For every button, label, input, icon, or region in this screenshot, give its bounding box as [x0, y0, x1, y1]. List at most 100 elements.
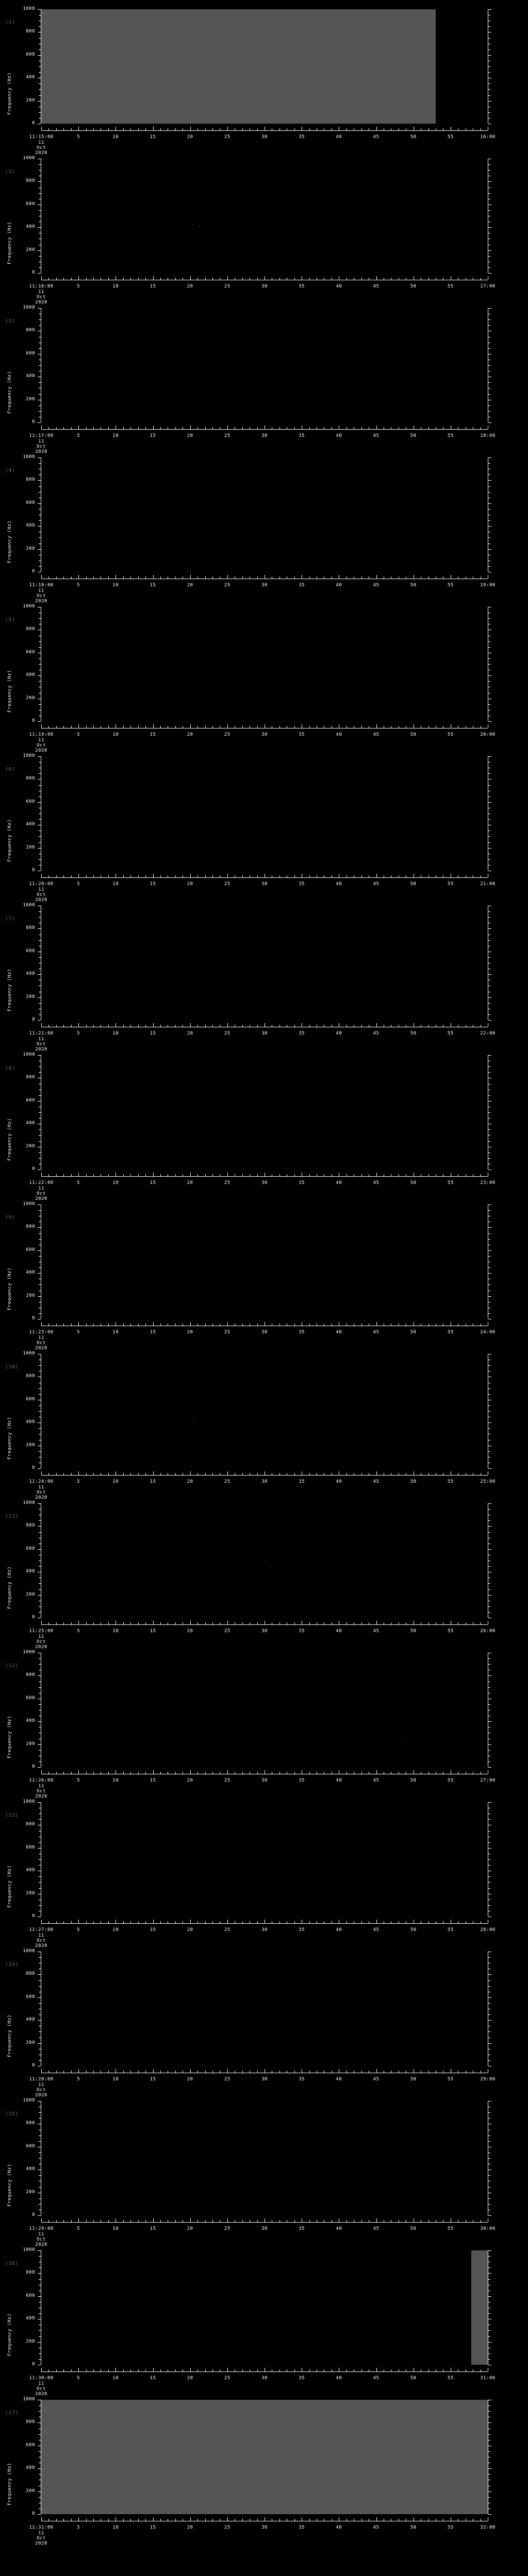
x-axis-tick	[212, 2071, 213, 2073]
y-axis-tick	[488, 1997, 491, 1998]
y-axis-tick	[39, 1066, 41, 1067]
x-axis-tick-label: 35	[299, 1629, 305, 1634]
x-axis-tick	[346, 2220, 347, 2222]
x-axis-tick-label: 40	[336, 583, 342, 588]
x-axis-tick	[294, 1921, 295, 1923]
y-axis-tick	[488, 1451, 490, 1452]
y-axis-title: Frequency (Hz)	[7, 371, 12, 414]
x-axis-tick	[145, 2071, 146, 2073]
x-axis-tick-label: 40	[336, 1778, 342, 1783]
x-axis-tick	[93, 128, 94, 130]
y-axis-tick	[38, 1744, 41, 1745]
y-axis-tick-label: 600	[26, 2293, 35, 2298]
y-axis-tick	[488, 756, 491, 757]
x-axis-tick-label: 15	[150, 583, 156, 588]
y-axis-tick	[488, 1658, 490, 1659]
x-axis-tick	[346, 1174, 347, 1176]
x-axis-tick-label: 22:00	[480, 1031, 496, 1036]
x-axis-tick	[190, 724, 191, 728]
x-axis-tick	[63, 875, 64, 877]
y-axis-tick	[488, 819, 490, 820]
x-axis-tick	[175, 2071, 176, 2073]
y-axis-title: Frequency (Hz)	[7, 1865, 12, 1908]
x-axis-tick	[428, 2220, 429, 2222]
x-axis-tick	[56, 2369, 57, 2371]
y-axis-tick	[38, 55, 41, 56]
spectrogram-panel: (14) 0 200 400 600 800 1000 Frequency (Hz) 11:28…	[0, 1942, 528, 2098]
x-axis-tick	[376, 874, 377, 877]
x-axis-tick	[130, 1324, 131, 1326]
x-axis-tick-label: 10	[112, 2525, 119, 2530]
x-axis-tick	[309, 1473, 310, 1475]
x-axis-tick	[376, 1920, 377, 1923]
y-axis-tick	[39, 486, 41, 487]
x-axis-tick	[93, 2071, 94, 2073]
y-axis-tick	[488, 1819, 490, 1820]
x-axis-tick	[257, 1025, 258, 1027]
x-axis-tick	[242, 1324, 243, 1326]
x-axis-tick-label: 10	[112, 583, 119, 588]
x-axis-tick	[130, 1622, 131, 1624]
y-axis-tick-label: 200	[26, 695, 35, 701]
y-axis-tick	[39, 2198, 41, 2199]
y-axis-tick-label: 400	[26, 1569, 35, 1574]
y-axis-tick	[38, 974, 41, 975]
x-axis-tick	[361, 427, 362, 429]
y-axis-tick-label: 400	[26, 2465, 35, 2471]
date-line: 11	[38, 2232, 44, 2237]
y-axis-tick	[488, 1687, 490, 1688]
y-axis-tick-label: 1000	[23, 305, 35, 310]
x-axis-tick-label: 25	[224, 1927, 230, 1933]
x-axis-tick-label: 5	[77, 1629, 80, 1634]
x-axis-tick	[93, 2220, 94, 2222]
x-axis-tick	[197, 128, 199, 130]
x-axis-tick	[227, 1621, 228, 1624]
date-line: 11	[38, 1186, 44, 1191]
y-axis-tick-label: 400	[26, 1270, 35, 1276]
y-axis-tick	[488, 1388, 490, 1389]
spectrogram-panel: (8) 0 200 400 600 800 1000 Frequency (Hz) 11:22:…	[0, 1046, 528, 1202]
y-axis-tick	[488, 796, 490, 797]
date-line: Oct	[37, 743, 46, 748]
date-line: Oct	[37, 594, 46, 599]
y-axis-tick	[39, 1388, 41, 1389]
x-axis-tick	[78, 1173, 79, 1176]
y-axis-tick	[39, 2175, 41, 2176]
x-axis-tick-label: 5	[77, 882, 80, 887]
x-axis-tick	[175, 1473, 176, 1475]
y-axis-tick	[488, 2474, 490, 2475]
signal-region	[41, 2400, 488, 2514]
x-axis-tick	[190, 1023, 191, 1027]
panel-index-label: (9)	[5, 1215, 15, 1221]
x-axis-tick	[93, 1921, 94, 1923]
x-axis-tick	[153, 1920, 154, 1923]
x-axis-tick	[376, 1023, 377, 1027]
y-axis-tick-label: 200	[26, 844, 35, 850]
y-axis-tick	[488, 2256, 490, 2257]
x-axis-tick	[376, 2517, 377, 2521]
x-axis-tick	[376, 2218, 377, 2222]
y-axis-tick	[39, 704, 41, 705]
x-axis-tick	[257, 1324, 258, 1326]
y-axis-tick-label: 1000	[23, 1500, 35, 1505]
x-axis-tick	[294, 875, 295, 877]
y-axis-tick	[488, 1210, 490, 1211]
x-axis-tick	[86, 427, 87, 429]
y-axis-tick	[488, 95, 490, 96]
x-axis-tick	[108, 1174, 109, 1176]
x-axis-tick-label: 10	[112, 1180, 119, 1185]
x-axis-tick-label: 45	[373, 1778, 380, 1783]
x-axis-tick-label: 30	[261, 284, 268, 289]
date-line: 11	[38, 1037, 44, 1042]
x-axis-tick-label: 55	[447, 882, 454, 887]
y-axis-tick	[488, 1802, 491, 1803]
x-axis-date-stack: 11 Oct 2020	[35, 887, 47, 903]
x-axis-tick	[153, 575, 154, 579]
x-axis-tick	[48, 2369, 50, 2371]
x-axis-tick	[153, 1173, 154, 1176]
x-axis-tick	[108, 2369, 109, 2371]
x-axis-tick	[346, 1324, 347, 1326]
x-axis-tick-label: 25	[224, 284, 230, 289]
x-axis-tick	[130, 2220, 131, 2222]
